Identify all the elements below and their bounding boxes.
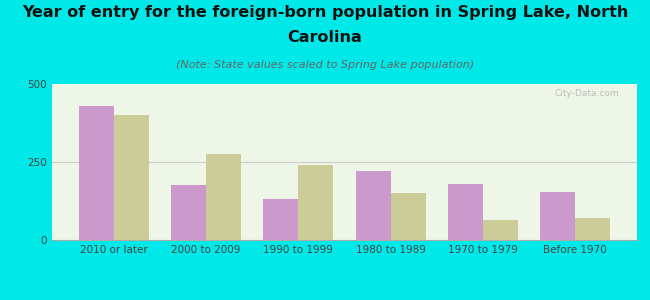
Bar [391, 193, 426, 240]
Bar [263, 200, 298, 240]
Bar [575, 218, 610, 240]
Bar [356, 171, 391, 240]
Bar [114, 115, 149, 240]
Bar [206, 154, 241, 240]
Text: City-Data.com: City-Data.com [555, 89, 619, 98]
Text: Year of entry for the foreign-born population in Spring Lake, North: Year of entry for the foreign-born popul… [22, 4, 628, 20]
Bar [79, 106, 114, 240]
Legend: Spring Lake, North Carolina: Spring Lake, North Carolina [229, 298, 460, 300]
Bar [298, 165, 333, 240]
Text: (Note: State values scaled to Spring Lake population): (Note: State values scaled to Spring Lak… [176, 60, 474, 70]
Bar [171, 185, 206, 240]
Bar [483, 220, 518, 240]
Text: Carolina: Carolina [287, 30, 363, 45]
Bar [448, 184, 483, 240]
Bar [540, 192, 575, 240]
